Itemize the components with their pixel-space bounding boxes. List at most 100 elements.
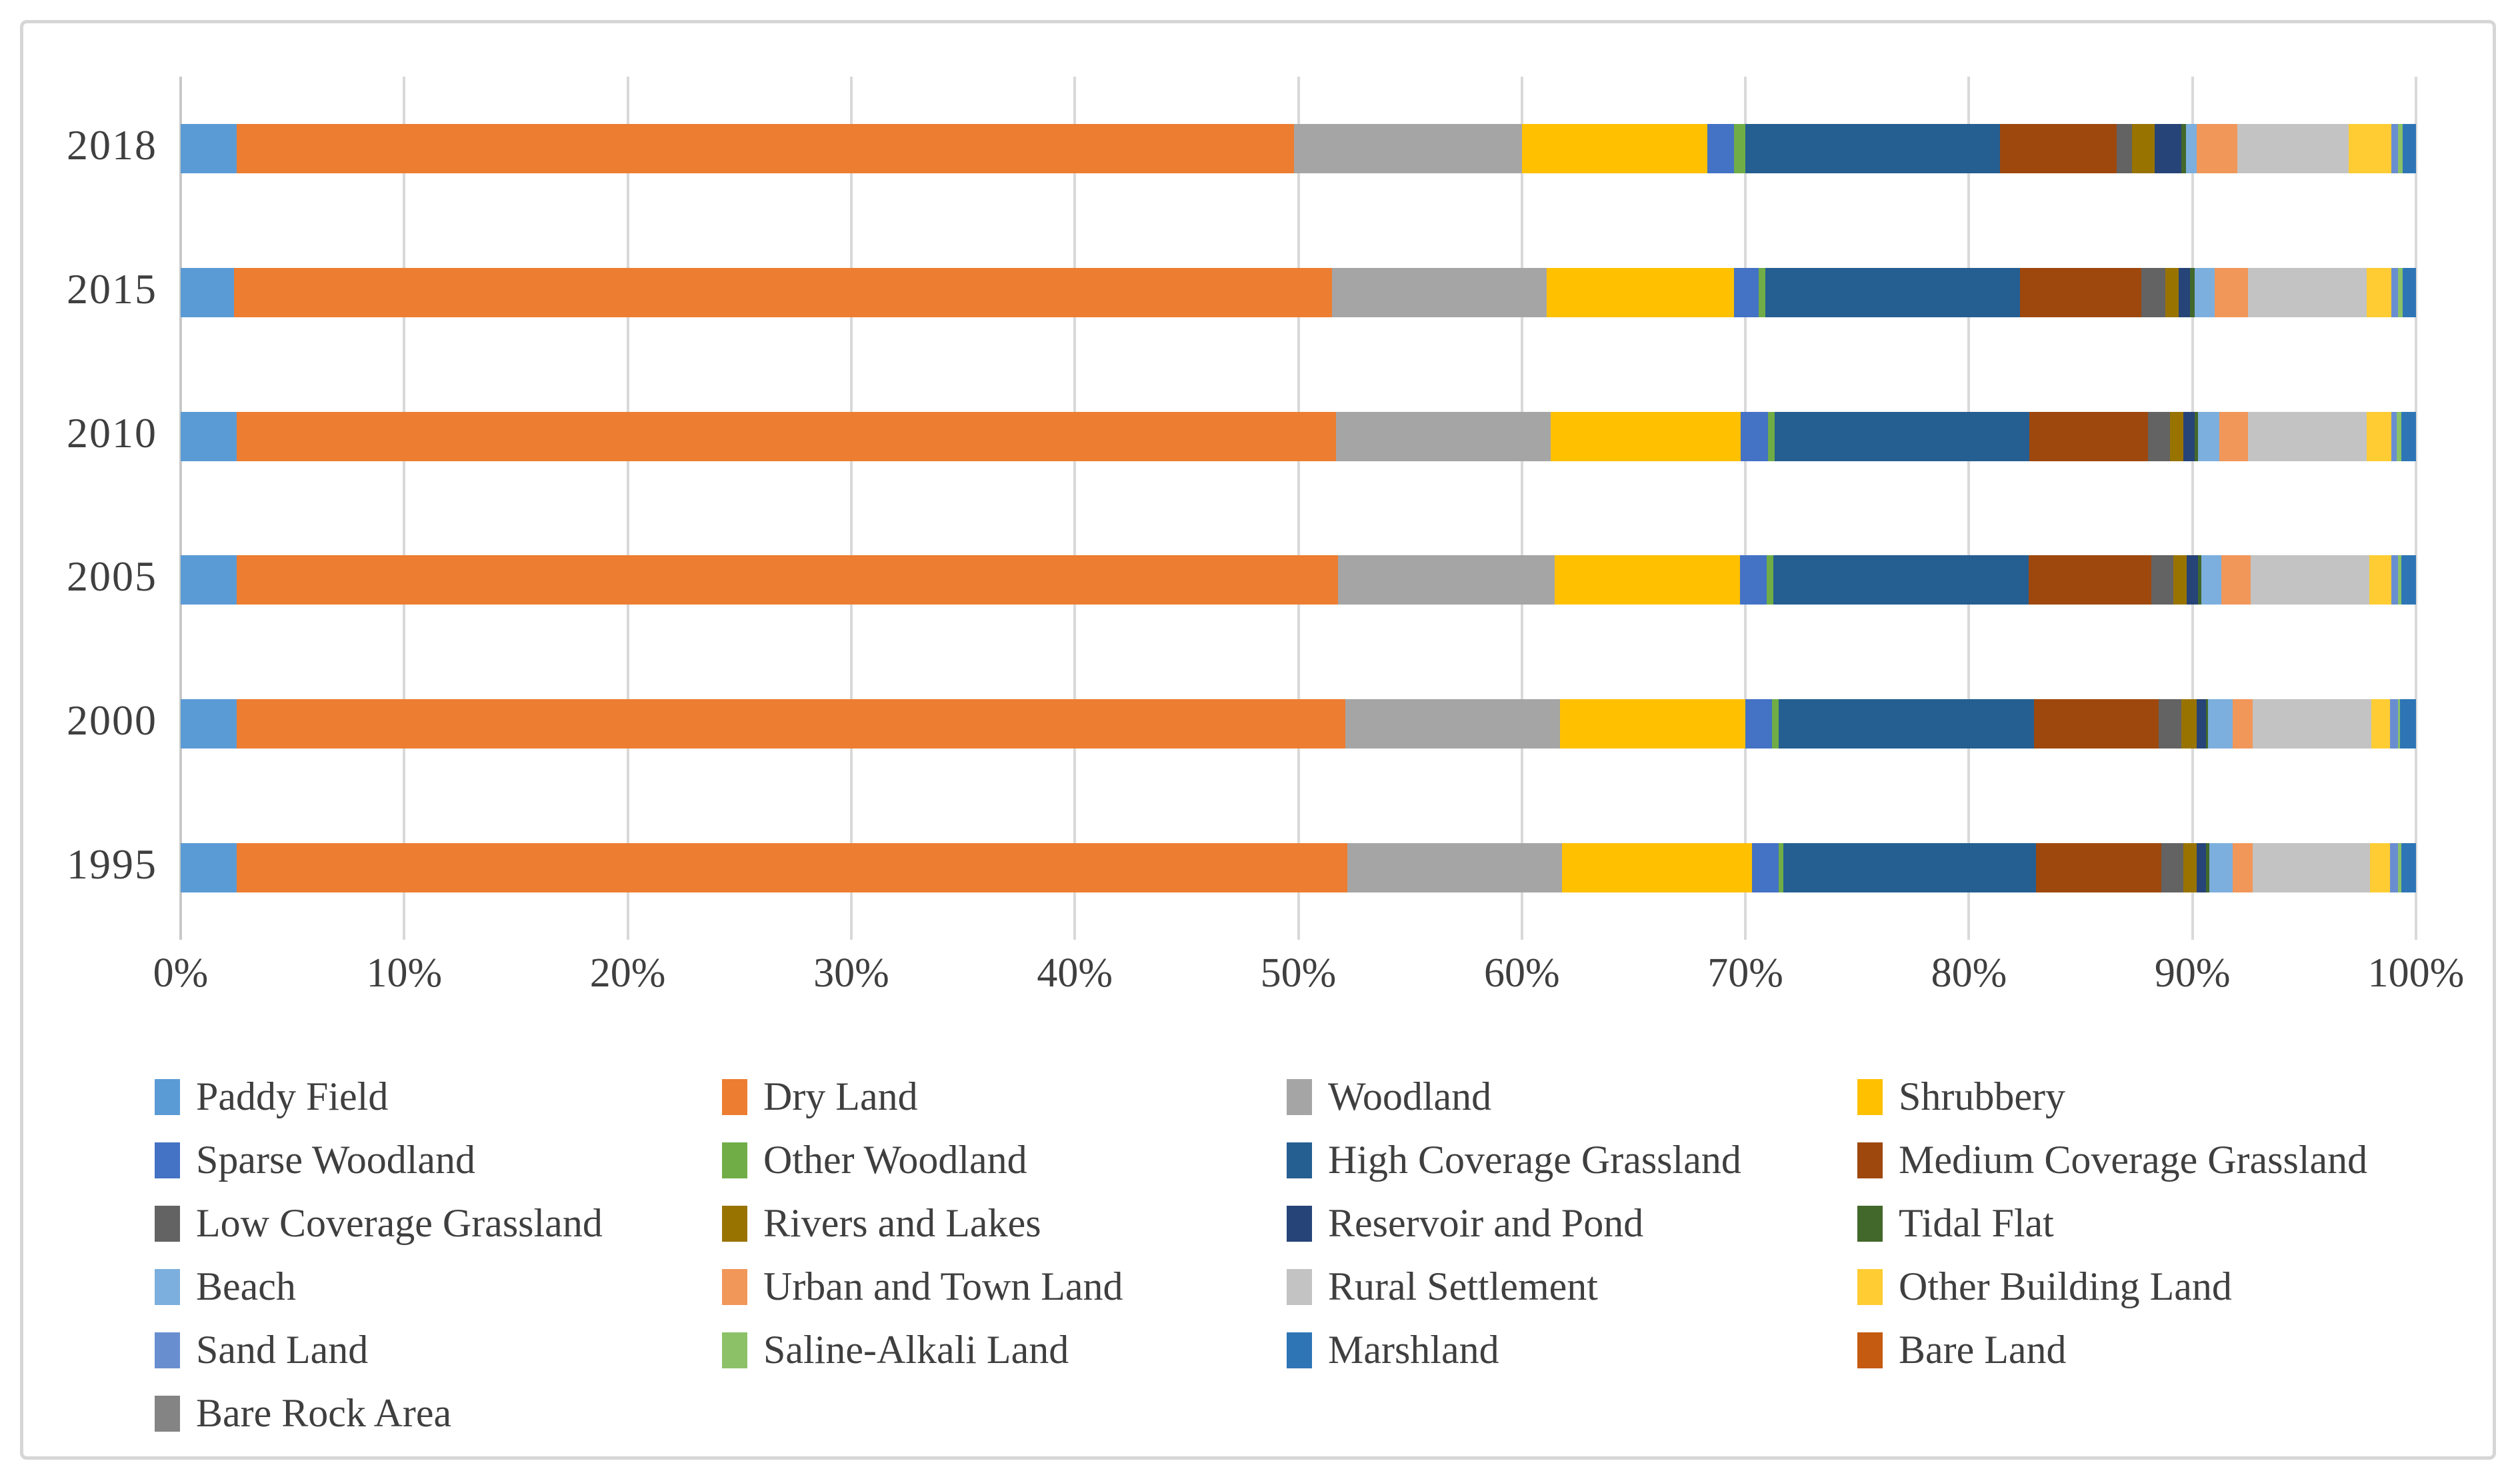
bar-segment-2010-other-woodland [1767, 411, 1775, 461]
x-tick-label-50: 50% [1260, 950, 1337, 996]
stacked-bar-1995 [181, 843, 2416, 893]
legend-item-high-coverage-grassland: High Coverage Grassland [1287, 1137, 1857, 1183]
legend-swatch-icon [1287, 1268, 1312, 1305]
year-label-1995: 1995 [67, 840, 157, 888]
bar-segment-2018-other-building-land [2349, 123, 2391, 173]
legend-swatch-icon [722, 1332, 747, 1368]
bar-segment-2018-medium-coverage-grassland [2000, 123, 2117, 173]
legend-swatch-icon [722, 1205, 747, 1242]
legend-swatch-icon [722, 1142, 747, 1178]
bar-segment-2005-tidal-flat [2198, 555, 2202, 605]
legend-item-saline-alkali-land: Saline-Alkali Land [722, 1327, 1287, 1373]
bar-segment-2015-low-coverage-grassland [2141, 267, 2166, 317]
bar-segment-1995-sparse-woodland [1752, 843, 1779, 893]
bar-segment-1995-reservoir-and-pond [2197, 843, 2206, 893]
bar-segment-2015-tidal-flat [2190, 267, 2195, 317]
bar-row-1995: 1995 [67, 796, 2416, 940]
bar-segment-2010-rivers-and-lakes [2170, 411, 2184, 461]
gridline-50 [1297, 77, 1300, 940]
bar-segment-2005-dry-land [236, 555, 1338, 605]
bar-segment-2010-dry-land [236, 411, 1337, 461]
bar-segment-2005-sparse-woodland [1740, 555, 1767, 605]
bar-segment-1995-beach [2209, 843, 2233, 893]
gridline-70 [1744, 77, 1747, 940]
bar-segment-2015-marshland [2402, 267, 2416, 317]
bar-segment-2000-rivers-and-lakes [2181, 699, 2197, 749]
x-tick-label-10: 10% [366, 950, 443, 996]
bar-segment-2018-urban-and-town-land [2197, 123, 2237, 173]
bar-segment-2018-sand-land [2391, 123, 2399, 173]
legend-label: Bare Land [1899, 1328, 2067, 1372]
bar-segment-2000-reservoir-and-pond [2197, 699, 2206, 749]
bar-segment-2015-dry-land [234, 267, 1332, 317]
legend-label: Sparse Woodland [196, 1138, 476, 1182]
bar-segment-2000-shrubbery [1559, 699, 1746, 749]
bar-segment-2000-urban-and-town-land [2232, 699, 2253, 749]
legend-label: Other Woodland [763, 1138, 1027, 1182]
bar-segment-2015-high-coverage-grassland [1765, 267, 2021, 317]
bar-segment-2005-woodland [1337, 555, 1555, 605]
legend-swatch-icon [722, 1078, 747, 1115]
legend-item-tidal-flat: Tidal Flat [1857, 1200, 2435, 1246]
legend-item-shrubbery: Shrubbery [1857, 1074, 2435, 1120]
bar-segment-2015-paddy-field [181, 267, 235, 317]
x-tick-label-70: 70% [1707, 950, 1783, 996]
bar-segment-1995-rural-settlement [2253, 843, 2371, 893]
bar-segment-2005-high-coverage-grassland [1773, 555, 2029, 605]
stacked-bar-2000 [181, 699, 2416, 749]
bar-segment-2000-rural-settlement [2253, 699, 2371, 749]
x-tick-label-80: 80% [1931, 950, 2007, 996]
bar-segment-2005-urban-and-town-land [2221, 555, 2251, 605]
legend-swatch-icon [1857, 1205, 1883, 1242]
legend-item-other-woodland: Other Woodland [722, 1137, 1287, 1183]
bar-segment-2005-other-building-land [2369, 555, 2391, 605]
legend-swatch-icon [1287, 1332, 1312, 1368]
bar-segment-2015-sparse-woodland [1734, 267, 1759, 317]
legend-swatch-icon [155, 1332, 180, 1368]
legend-label: Beach [196, 1264, 296, 1308]
legend-swatch-icon [1857, 1142, 1883, 1178]
bar-segment-2018-sparse-woodland [1707, 123, 1735, 173]
bar-segment-2005-rural-settlement [2250, 555, 2369, 605]
bar-segment-2005-paddy-field [181, 555, 237, 605]
bar-segment-1995-dry-land [236, 843, 1348, 893]
bar-segment-2010-reservoir-and-pond [2183, 411, 2195, 461]
legend-swatch-icon [1857, 1332, 1883, 1368]
legend-label: Dry Land [763, 1074, 918, 1118]
bar-segment-1995-medium-coverage-grassland [2035, 843, 2161, 893]
bar-row-2005: 2005 [67, 509, 2416, 653]
bar-segment-2010-rural-settlement [2248, 411, 2367, 461]
legend-swatch-icon [155, 1395, 180, 1432]
legend-swatch-icon [1857, 1268, 1883, 1305]
legend-item-paddy-field: Paddy Field [155, 1074, 722, 1120]
legend-label: Reservoir and Pond [1328, 1201, 1644, 1245]
bar-segment-2005-saline-alkali-land [2398, 555, 2402, 605]
stacked-bar-2018 [181, 123, 2416, 173]
year-label-2000: 2000 [67, 697, 157, 744]
year-label-2010: 2010 [67, 409, 157, 457]
gridline-100 [2415, 77, 2417, 940]
legend-swatch-icon [1287, 1078, 1312, 1115]
bar-segment-2005-shrubbery [1555, 555, 1741, 605]
stacked-bar-2010 [181, 411, 2416, 461]
bar-segment-2005-low-coverage-grassland [2151, 555, 2174, 605]
bar-segment-1995-shrubbery [1562, 843, 1753, 893]
legend-item-low-coverage-grassland: Low Coverage Grassland [155, 1200, 722, 1246]
bar-segment-2018-rivers-and-lakes [2132, 123, 2155, 173]
bar-segment-2000-medium-coverage-grassland [2033, 699, 2159, 749]
bar-segment-2000-woodland [1345, 699, 1560, 749]
legend-label: Woodland [1328, 1074, 1492, 1118]
legend-swatch-icon [1287, 1205, 1312, 1242]
bar-segment-2018-reservoir-and-pond [2154, 123, 2181, 173]
bar-segment-2018-tidal-flat [2181, 123, 2186, 173]
bar-row-2010: 2010 [67, 365, 2416, 509]
bar-segment-2010-tidal-flat [2194, 411, 2198, 461]
x-tick-label-0: 0% [153, 950, 209, 996]
bar-segment-2018-woodland [1293, 123, 1522, 173]
bar-segment-2000-low-coverage-grassland [2159, 699, 2181, 749]
bar-segment-2010-low-coverage-grassland [2147, 411, 2171, 461]
legend-item-medium-coverage-grassland: Medium Coverage Grassland [1857, 1137, 2435, 1183]
legend-label: Rivers and Lakes [763, 1201, 1041, 1245]
bar-segment-2010-other-building-land [2367, 411, 2391, 461]
bar-segment-2018-marshland [2402, 123, 2416, 173]
